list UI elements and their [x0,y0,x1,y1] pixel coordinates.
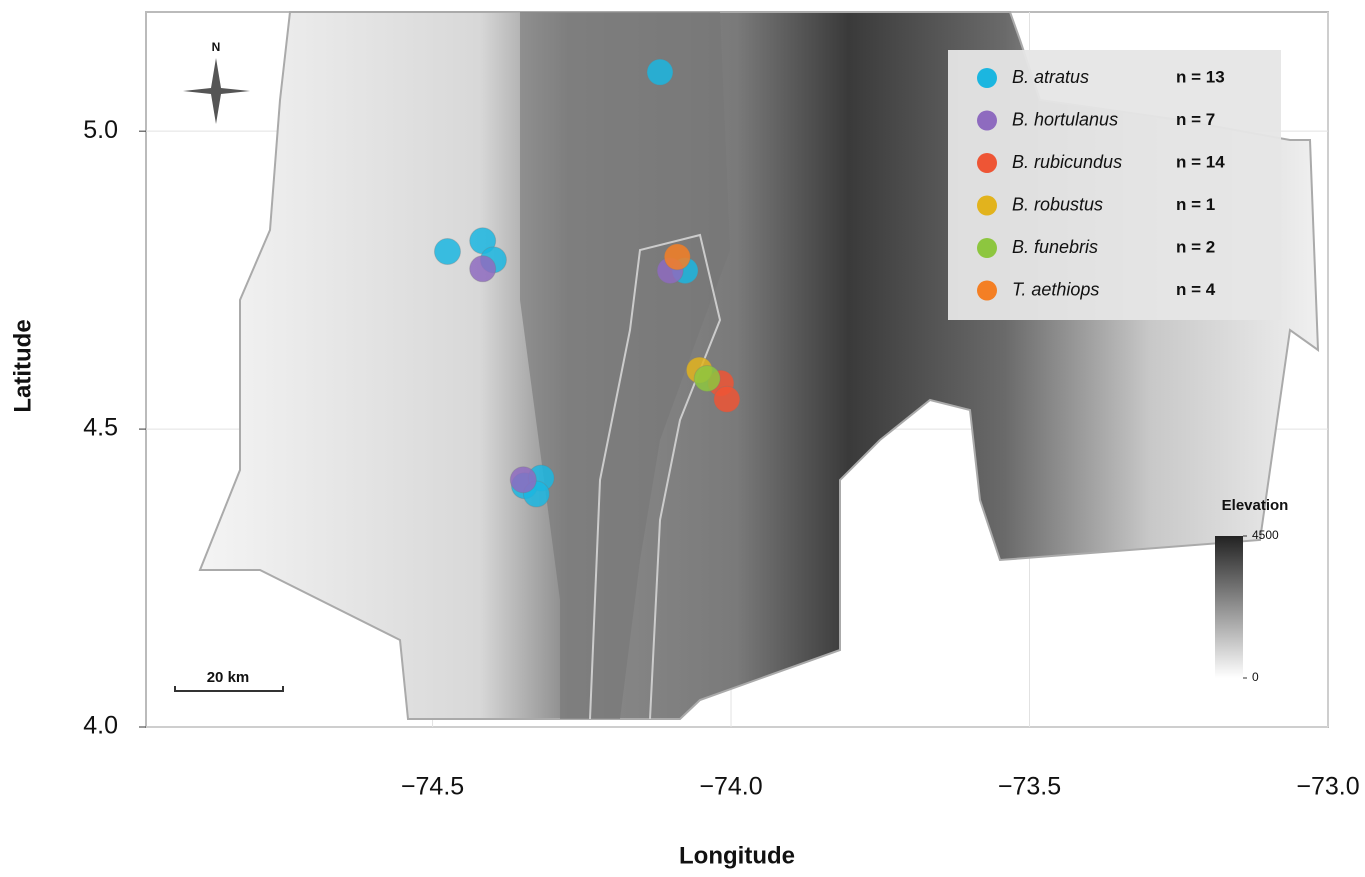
x-tick-label: −73.0 [1296,773,1359,801]
legend-count: n = 13 [1176,67,1225,86]
point [714,386,740,412]
legend-count: n = 14 [1176,152,1225,171]
compass-label: N [212,40,221,54]
point [510,467,536,493]
legend-count: n = 2 [1176,237,1215,256]
legend-swatch [977,196,997,216]
x-axis-title: Longitude [679,842,795,869]
legend-swatch [977,153,997,173]
colorbar [1215,536,1243,678]
legend-count: n = 1 [1176,195,1215,214]
point [434,239,460,265]
colorbar-tick-label: 4500 [1252,528,1279,542]
legend-label: B. atratus [1012,67,1089,87]
legend-label: B. robustus [1012,194,1103,214]
legend-label: T. aethiops [1012,279,1099,299]
legend-count: n = 4 [1176,280,1216,299]
legend-label: B. hortulanus [1012,109,1118,129]
legend-swatch [977,111,997,131]
legend-count: n = 7 [1176,110,1215,129]
legend-swatch [977,238,997,258]
map-chart: N 20 km Longitude Latitude Elevation −74… [0,0,1365,872]
y-tick-label: 4.5 [83,414,118,442]
x-tick-label: −74.5 [401,773,464,801]
point [694,365,720,391]
colorbar-tick-label: 0 [1252,670,1259,684]
y-axis-title: Latitude [9,319,36,412]
legend-label: B. rubicundus [1012,152,1122,172]
legend-swatch [977,281,997,301]
x-tick-label: −73.5 [998,773,1061,801]
point [647,59,673,85]
x-tick-label: −74.0 [699,773,762,801]
colorbar-title: Elevation [1222,497,1289,514]
point [470,256,496,282]
legend-label: B. funebris [1012,237,1098,257]
point [664,244,690,270]
y-tick-label: 5.0 [83,116,118,144]
legend-box [948,50,1281,320]
y-tick-label: 4.0 [83,712,118,740]
scale-bar-label: 20 km [207,669,250,686]
legend-swatch [977,68,997,88]
